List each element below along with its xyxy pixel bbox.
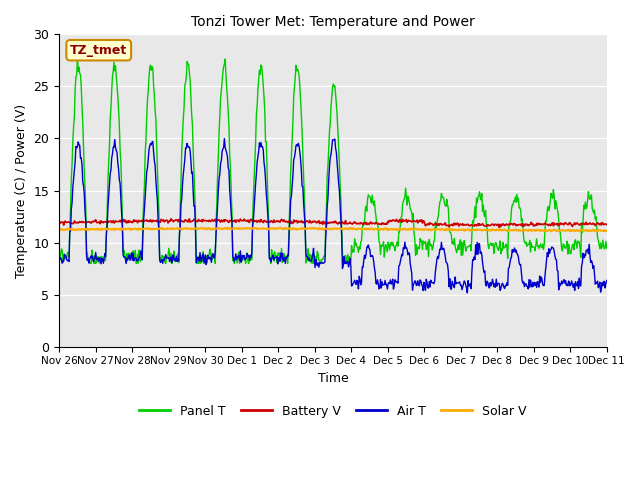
Solar V [603,228,611,234]
Solar V [250,225,258,230]
Air T [122,255,129,261]
Panel T [179,131,186,137]
Air T [221,136,228,142]
Panel T [123,251,131,257]
Solar V [400,226,408,232]
Solar V [547,228,555,234]
Battery V [207,219,214,225]
Air T [206,254,214,260]
Air T [400,246,408,252]
Line: Panel T: Panel T [59,58,607,264]
Air T [603,277,611,283]
Solar V [65,227,73,233]
Line: Air T: Air T [59,139,607,293]
Battery V [55,220,63,226]
Air T [55,256,63,262]
Panel T [65,255,73,261]
Air T [177,201,185,207]
Battery V [122,217,129,223]
Legend: Panel T, Battery V, Air T, Solar V: Panel T, Battery V, Air T, Solar V [134,400,532,423]
Solar V [416,227,424,232]
Battery V [400,217,408,223]
Panel T [417,239,425,244]
Battery V [65,219,73,225]
Solar V [206,226,214,231]
Panel T [401,194,409,200]
Line: Solar V: Solar V [59,228,607,231]
Air T [463,290,471,296]
Panel T [74,55,81,60]
Panel T [86,261,94,266]
Battery V [167,216,175,222]
Panel T [207,257,215,263]
Battery V [495,225,503,230]
Solar V [177,226,185,231]
X-axis label: Time: Time [317,372,348,385]
Line: Battery V: Battery V [59,219,607,228]
Panel T [603,245,611,251]
Air T [416,277,424,283]
Y-axis label: Temperature (C) / Power (V): Temperature (C) / Power (V) [15,104,28,277]
Panel T [55,248,63,254]
Text: TZ_tmet: TZ_tmet [70,44,127,57]
Battery V [178,218,186,224]
Title: Tonzi Tower Met: Temperature and Power: Tonzi Tower Met: Temperature and Power [191,15,475,29]
Battery V [416,217,424,223]
Battery V [603,222,611,228]
Solar V [55,227,63,233]
Solar V [122,226,129,232]
Air T [65,259,73,264]
